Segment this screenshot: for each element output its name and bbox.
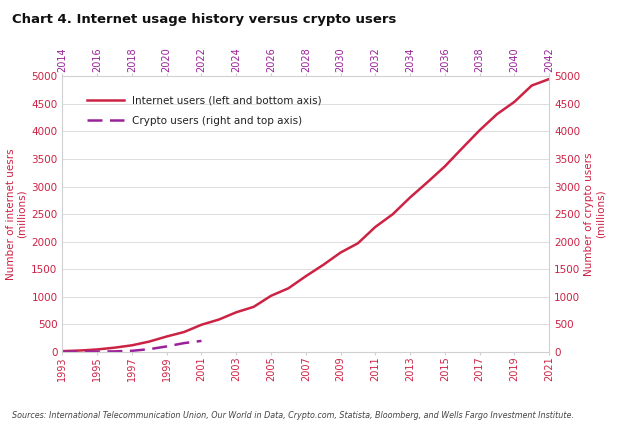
Y-axis label: Number of internet uesrs
(millions): Number of internet uesrs (millions) (6, 148, 27, 280)
Text: Sources: International Telecommunication Union, Our World in Data, Crypto.com, S: Sources: International Telecommunication… (12, 411, 574, 420)
Legend: Internet users (left and bottom axis), Crypto users (right and top axis): Internet users (left and bottom axis), C… (87, 95, 321, 126)
Text: Chart 4. Internet usage history versus crypto users: Chart 4. Internet usage history versus c… (12, 13, 397, 26)
Y-axis label: Number of crypto users
(millions): Number of crypto users (millions) (585, 152, 606, 276)
